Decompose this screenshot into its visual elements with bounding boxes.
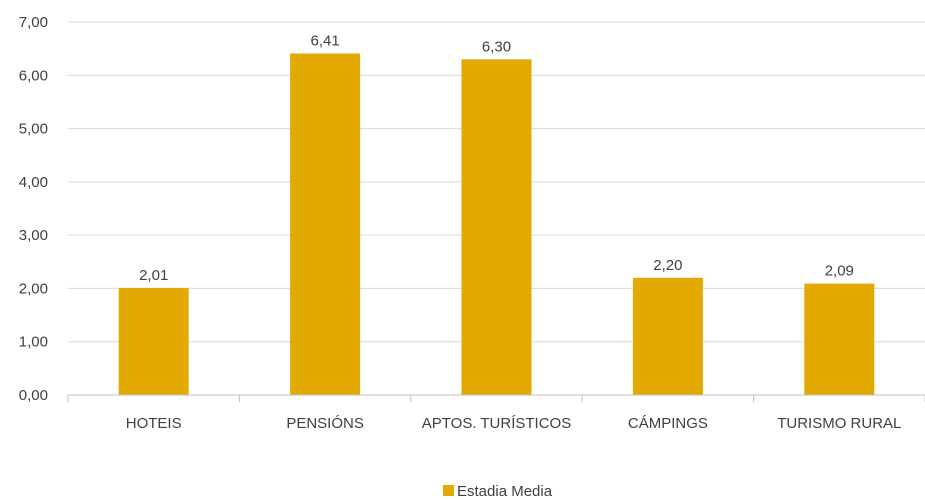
data-label: 2,09	[825, 263, 854, 280]
bar	[118, 287, 189, 395]
data-label: 2,20	[653, 257, 682, 274]
y-axis: 0,00 1,00 2,00 3,00 4,00 5,00 6,00 7,00	[19, 14, 48, 404]
legend-label: Estadia Media	[457, 483, 553, 500]
y-tick-label: 2,00	[19, 280, 48, 297]
y-tick-label: 4,00	[19, 174, 48, 191]
legend-swatch	[443, 485, 454, 496]
x-axis: HOTEIS PENSIÓNS APTOS. TURÍSTICOS CÁMPINGS T…	[67, 394, 925, 432]
category-label: TURISMO RURAL	[777, 415, 901, 432]
data-label: 6,30	[482, 38, 511, 55]
y-tick-label: 1,00	[19, 334, 48, 351]
bar	[632, 277, 703, 395]
bar	[290, 53, 361, 396]
y-tick-label: 6,00	[19, 67, 48, 84]
category-label: HOTEIS	[126, 415, 182, 432]
legend: Estadia Media	[443, 483, 553, 500]
y-tick-label: 5,00	[19, 121, 48, 138]
data-label: 2,01	[139, 267, 168, 284]
category-label: CÁMPINGS	[628, 415, 708, 432]
category-label: APTOS. TURÍSTICOS	[422, 415, 571, 432]
y-tick-label: 7,00	[19, 14, 48, 31]
bar	[804, 283, 875, 395]
y-tick-label: 0,00	[19, 387, 48, 404]
data-label: 6,41	[310, 32, 339, 49]
y-tick-label: 3,00	[19, 227, 48, 244]
bar	[461, 59, 532, 396]
bars: 2,01 6,41 6,30 2,20 2,09	[118, 32, 875, 396]
category-label: PENSIÓNS	[286, 415, 364, 432]
